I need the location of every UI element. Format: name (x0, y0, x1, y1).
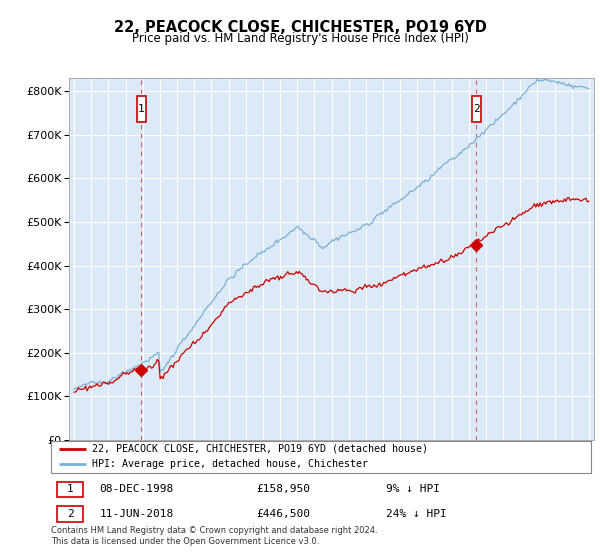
Text: Price paid vs. HM Land Registry's House Price Index (HPI): Price paid vs. HM Land Registry's House … (131, 32, 469, 45)
FancyBboxPatch shape (58, 506, 83, 522)
Text: £446,500: £446,500 (256, 509, 310, 519)
FancyBboxPatch shape (472, 96, 481, 122)
Text: 9% ↓ HPI: 9% ↓ HPI (386, 484, 440, 494)
Text: 22, PEACOCK CLOSE, CHICHESTER, PO19 6YD: 22, PEACOCK CLOSE, CHICHESTER, PO19 6YD (113, 20, 487, 35)
Text: Contains HM Land Registry data © Crown copyright and database right 2024.
This d: Contains HM Land Registry data © Crown c… (51, 526, 377, 546)
Text: 11-JUN-2018: 11-JUN-2018 (100, 509, 174, 519)
FancyBboxPatch shape (137, 96, 146, 122)
Text: 22, PEACOCK CLOSE, CHICHESTER, PO19 6YD (detached house): 22, PEACOCK CLOSE, CHICHESTER, PO19 6YD … (91, 444, 427, 454)
FancyBboxPatch shape (58, 482, 83, 497)
Text: 08-DEC-1998: 08-DEC-1998 (100, 484, 174, 494)
Text: HPI: Average price, detached house, Chichester: HPI: Average price, detached house, Chic… (91, 459, 367, 469)
Text: 2: 2 (473, 104, 479, 114)
Text: £158,950: £158,950 (256, 484, 310, 494)
Text: 1: 1 (67, 484, 74, 494)
Text: 1: 1 (138, 104, 145, 114)
Text: 24% ↓ HPI: 24% ↓ HPI (386, 509, 446, 519)
Text: 2: 2 (67, 509, 74, 519)
